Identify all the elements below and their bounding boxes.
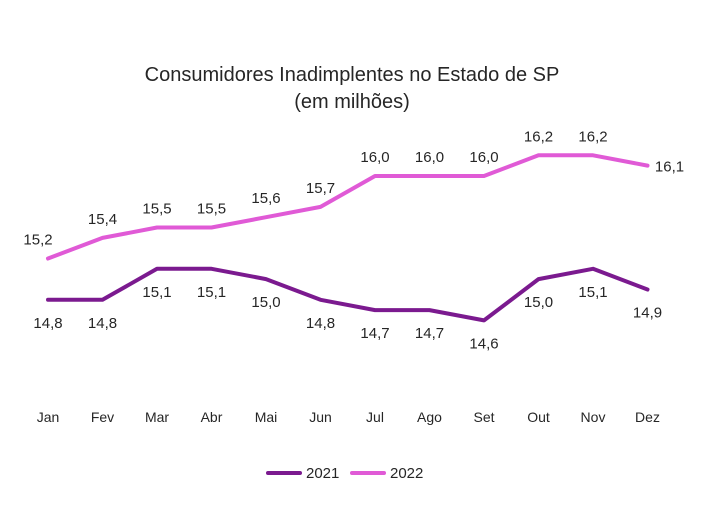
data-label-2021-mar: 15,1 <box>142 284 171 301</box>
data-label-2021-jul: 14,7 <box>360 325 389 342</box>
data-label-2022-set: 16,0 <box>469 149 498 166</box>
data-label-2022-nov: 16,2 <box>578 128 607 145</box>
data-label-2021-dez: 14,9 <box>633 304 662 321</box>
data-label-2021-set: 14,6 <box>469 335 498 352</box>
data-label-2022-dez: 16,1 <box>655 159 684 176</box>
series-line-2022 <box>46 153 650 261</box>
chart-subtitle: (em milhões) <box>294 91 410 113</box>
x-tick-label-fev: Fev <box>91 409 114 425</box>
series-line-2021 <box>46 266 650 323</box>
legend: 2021 2022 <box>266 465 423 482</box>
data-label-2022-out: 16,2 <box>524 128 553 145</box>
data-label-2021-fev: 14,8 <box>88 315 117 332</box>
x-tick-label-jan: Jan <box>37 409 60 425</box>
x-tick-label-jul: Jul <box>366 409 384 425</box>
data-label-2022-jun: 15,7 <box>306 180 335 197</box>
x-tick-label-abr: Abr <box>201 409 223 425</box>
x-tick-label-dez: Dez <box>635 409 660 425</box>
data-label-2022-mar: 15,5 <box>142 201 171 218</box>
x-tick-label-mar: Mar <box>145 409 169 425</box>
data-label-2021-jan: 14,8 <box>33 315 62 332</box>
plot-area: 14,8 14,8 15,1 15,1 15,0 14,8 14,7 14,7 14,6 15,0… <box>23 128 684 352</box>
x-axis-ticks: Jan Fev Mar Abr Mai Jun Jul Ago Set Out Nov Dez <box>37 409 660 425</box>
data-label-2021-jun: 14,8 <box>306 315 335 332</box>
x-tick-label-jun: Jun <box>309 409 332 425</box>
data-label-2022-jan: 15,2 <box>23 232 52 249</box>
data-label-2022-abr: 15,5 <box>197 201 226 218</box>
chart-title: Consumidores Inadimplentes no Estado de … <box>145 64 560 86</box>
x-tick-label-ago: Ago <box>417 409 442 425</box>
data-label-2022-mai: 15,6 <box>251 190 280 207</box>
data-label-2021-out: 15,0 <box>524 294 553 311</box>
data-label-2022-ago: 16,0 <box>415 149 444 166</box>
data-label-2021-nov: 15,1 <box>578 284 607 301</box>
data-label-2022-jul: 16,0 <box>360 149 389 166</box>
legend-label-2022: 2022 <box>390 465 423 482</box>
legend-label-2021: 2021 <box>306 465 339 482</box>
data-label-2021-ago: 14,7 <box>415 325 444 342</box>
x-tick-label-out: Out <box>527 409 550 425</box>
x-tick-label-set: Set <box>473 409 494 425</box>
data-label-2021-mai: 15,0 <box>251 294 280 311</box>
data-label-2021-abr: 15,1 <box>197 284 226 301</box>
data-label-2022-fev: 15,4 <box>88 211 117 228</box>
x-tick-label-nov: Nov <box>581 409 606 425</box>
x-tick-label-mai: Mai <box>255 409 278 425</box>
